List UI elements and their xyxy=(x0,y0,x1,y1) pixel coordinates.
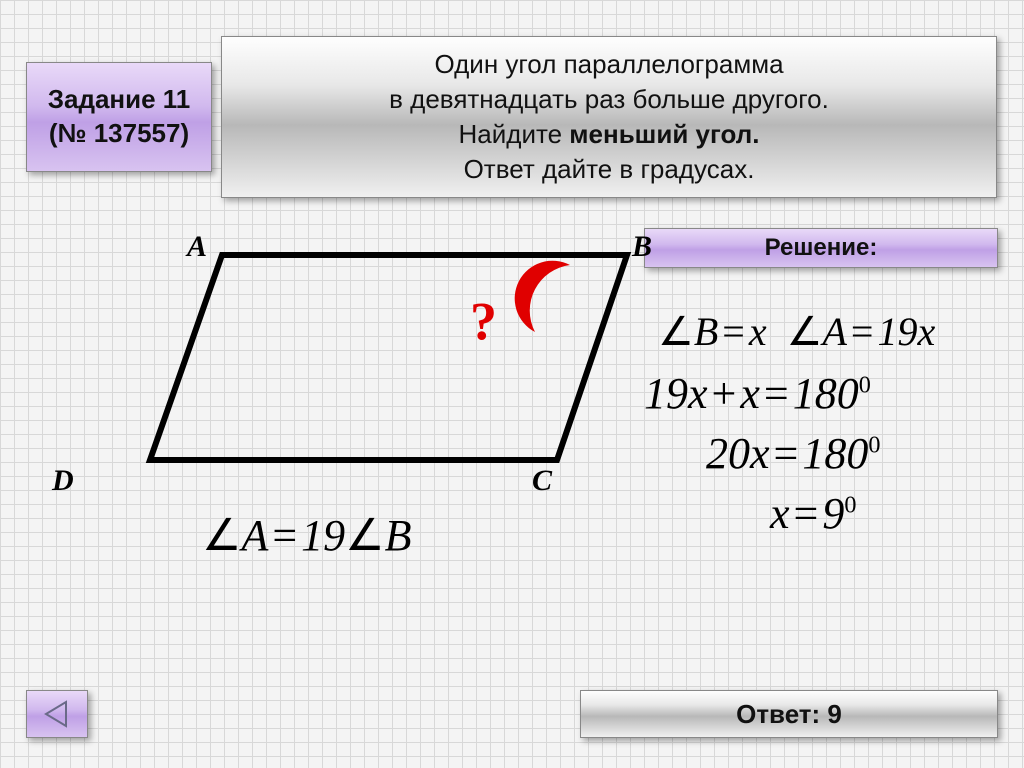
problem-line2: в девятнадцать раз больше другого. xyxy=(389,82,829,117)
eq-line2: 19x+x=1800 xyxy=(644,368,871,419)
vertex-label-a: A xyxy=(187,230,207,264)
vertex-label-c: C xyxy=(532,464,552,498)
angle-marker-icon xyxy=(515,261,570,332)
problem-line3: Найдите меньший угол. xyxy=(389,117,829,152)
eq-line1: ∠B=x ∠A=19x xyxy=(658,308,935,355)
question-mark: ? xyxy=(470,290,497,352)
parallelogram-diagram: A B C D ? ∠A=19∠B xyxy=(32,220,632,580)
parallelogram-shape xyxy=(150,255,627,460)
vertex-label-b: B xyxy=(632,230,652,264)
problem-line3-pre: Найдите xyxy=(459,119,570,149)
diagram-relation: ∠A=19∠B xyxy=(202,510,412,561)
eq-line4: x=90 xyxy=(770,488,856,539)
problem-line4: Ответ дайте в градусах. xyxy=(389,152,829,187)
answer-text: Ответ: 9 xyxy=(736,699,842,730)
task-title-line1: Задание 11 xyxy=(48,83,191,117)
solution-label-text: Решение: xyxy=(765,234,878,262)
task-title-line2: (№ 137557) xyxy=(48,117,191,151)
problem-line3-bold: меньший угол. xyxy=(569,119,759,149)
solution-label-box: Решение: xyxy=(644,228,998,268)
problem-line1: Один угол параллелограмма xyxy=(389,47,829,82)
back-triangle-icon xyxy=(42,699,72,729)
deg-sup-2: 0 xyxy=(859,371,871,398)
eq-line3: 20x=1800 xyxy=(706,428,880,479)
vertex-label-d: D xyxy=(52,464,74,498)
deg-sup-4: 0 xyxy=(844,491,856,518)
deg-sup-3: 0 xyxy=(868,431,880,458)
answer-box: Ответ: 9 xyxy=(580,690,998,738)
task-number-box: Задание 11 (№ 137557) xyxy=(26,62,212,172)
problem-statement-box: Один угол параллелограмма в девятнадцать… xyxy=(221,36,997,198)
back-button[interactable] xyxy=(26,690,88,738)
